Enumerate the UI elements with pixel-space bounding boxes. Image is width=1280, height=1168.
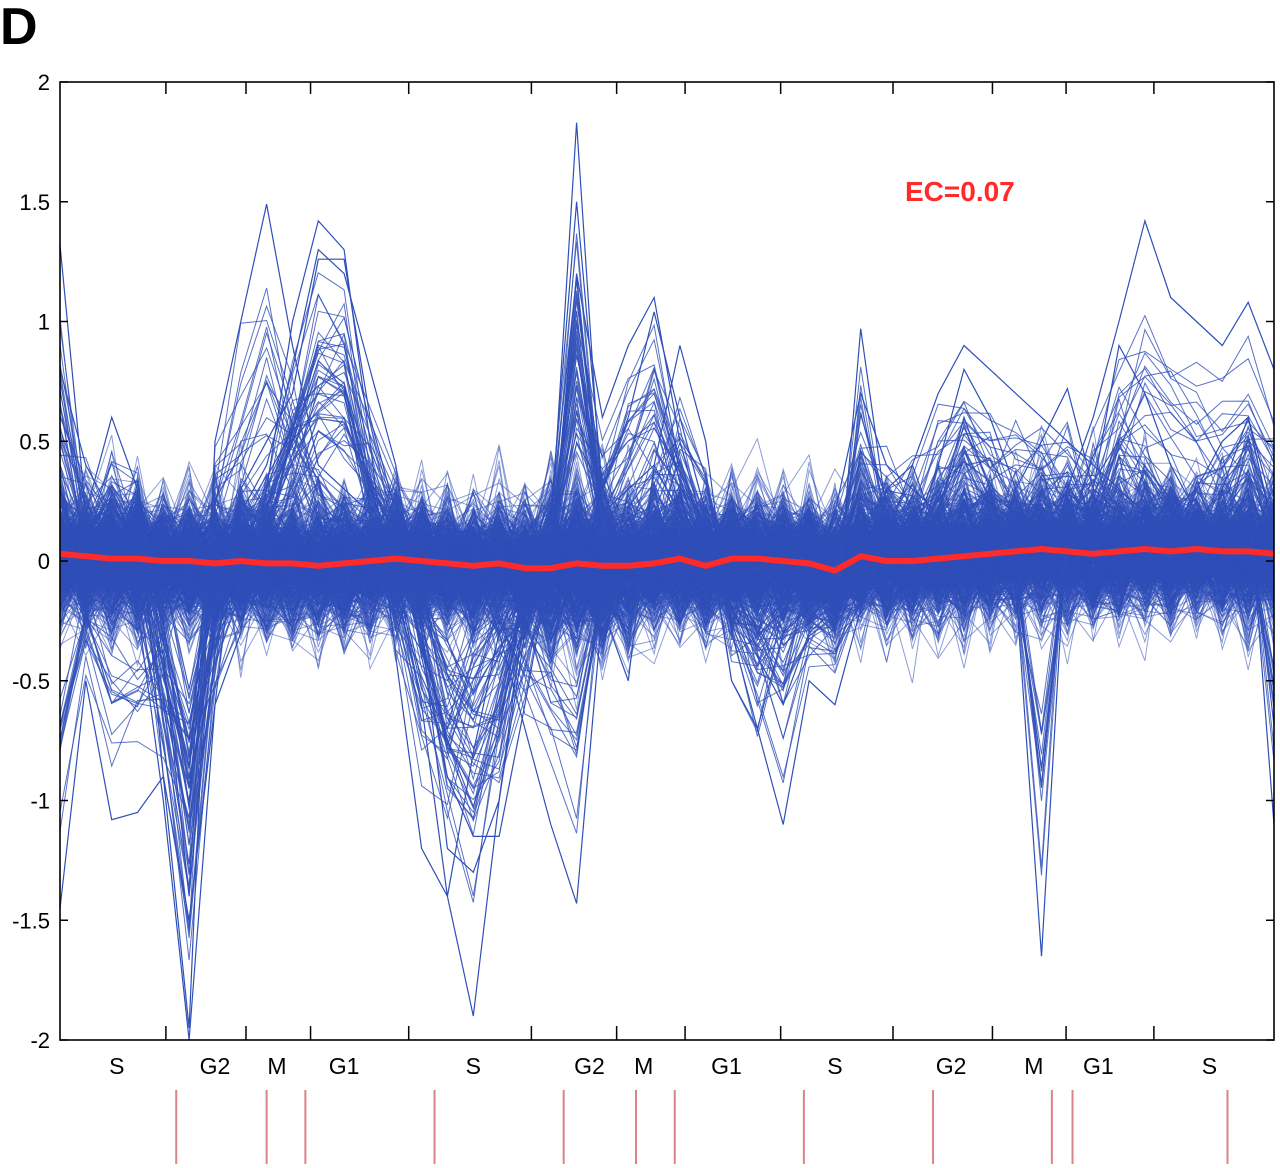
moderate-profile	[60, 387, 1274, 759]
x-phase-label: S	[466, 1053, 481, 1079]
y-tick-label: 1	[38, 310, 50, 335]
moderate-profile	[60, 278, 1274, 897]
moderate-profile	[60, 301, 1274, 873]
moderate-profile	[60, 367, 1274, 785]
moderate-profile	[60, 360, 1274, 801]
profile-line	[60, 500, 1274, 637]
y-tick-label: 1.5	[19, 190, 50, 215]
moderate-profile	[60, 316, 1274, 961]
x-phase-label: M	[267, 1053, 286, 1079]
x-axis: S G2 M G1 S G2 M G1 S G2 M G1 S	[109, 82, 1217, 1079]
mean-profile-line	[59, 546, 1275, 574]
moderate-profile	[60, 311, 1274, 806]
moderate-profile	[60, 418, 1274, 739]
y-tick-label: 2	[38, 70, 50, 95]
x-phase-label: G1	[1083, 1053, 1114, 1079]
outlier-profile-3	[60, 201, 1274, 897]
profile-line	[60, 499, 1274, 649]
moderate-profile	[60, 294, 1274, 925]
profile-line	[60, 510, 1274, 655]
profile-line	[60, 494, 1274, 628]
moderate-profile	[60, 321, 1274, 930]
moderate-profile	[60, 369, 1274, 781]
x-phase-label: G1	[711, 1053, 742, 1079]
x-phase-label: M	[634, 1053, 653, 1079]
moderate-profile	[60, 297, 1274, 846]
moderate-profile	[60, 413, 1274, 777]
moderate-profile	[60, 343, 1274, 891]
y-tick-label: 0	[38, 549, 50, 574]
x-phase-label: G2	[936, 1053, 967, 1079]
y-tick-label: -2	[30, 1028, 50, 1053]
y-tick-label: -1.5	[12, 908, 50, 933]
x-phase-label: S	[1202, 1053, 1217, 1079]
x-phase-label: M	[1024, 1053, 1043, 1079]
x-phase-label: G1	[329, 1053, 360, 1079]
x-phase-label: G2	[200, 1053, 231, 1079]
moderate-profile	[60, 278, 1274, 814]
x-phase-label: S	[109, 1053, 124, 1079]
moderate-profile	[60, 400, 1274, 785]
y-tick-label: -1	[30, 789, 50, 814]
profile-line	[60, 472, 1274, 651]
expression-profiles	[60, 122, 1274, 1040]
mean-profile-layer	[59, 546, 1275, 574]
ec-annotation: EC=0.07	[905, 176, 1015, 207]
moderate-profile	[60, 233, 1274, 933]
y-tick-label: -0.5	[12, 669, 50, 694]
profile-line	[60, 515, 1274, 607]
y-axis: 2 1.5 1 0.5 0 -0.5 -1 -1.5 -2	[12, 70, 1274, 1053]
y-tick-label: 0.5	[19, 429, 50, 454]
moderate-profile	[60, 397, 1274, 769]
panel-label: D	[0, 0, 38, 56]
moderate-profile	[60, 279, 1274, 887]
x-phase-label: G2	[574, 1053, 605, 1079]
moderate-profile	[60, 272, 1274, 876]
moderate-profile	[60, 391, 1274, 735]
phase-markers	[175, 1090, 1229, 1164]
moderate-profile	[60, 389, 1274, 732]
moderate-profile	[60, 385, 1274, 713]
profile-line	[60, 470, 1274, 671]
outlier-profile-2	[60, 258, 1274, 1040]
x-phase-label: S	[827, 1053, 842, 1079]
moderate-profile	[60, 410, 1274, 730]
